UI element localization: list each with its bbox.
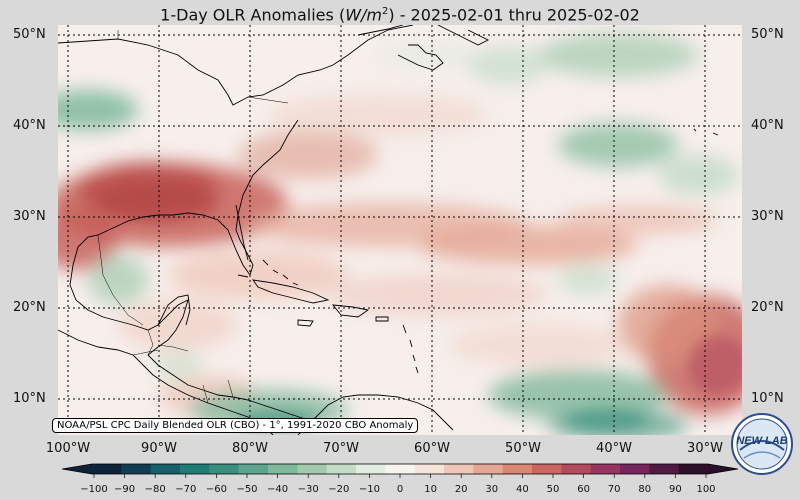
colorbar-segment [356,464,386,474]
colorbar-outline [62,463,738,475]
colorbar-segment [649,464,680,474]
colorbar-tick-label: −60 [205,484,227,495]
lat-label-40n: 40°N [13,118,46,133]
lat-label-right-20n: 20°N [751,300,784,315]
colorbar-segment [297,464,328,474]
colorbar-arrow-low [62,464,92,474]
lon-label-40w: 40°W [596,441,632,456]
map-canvas [58,25,742,435]
newlab-logo: NEW LAB [731,413,793,475]
colorbar-tick-label: 20 [454,484,468,495]
colorbar-tick-label: 70 [607,484,621,495]
colorbar-tick-label: −40 [267,484,289,495]
lon-label-30w: 30°W [687,441,723,456]
colorbar-segment [326,464,357,474]
colorbar-tick-label: 90 [669,484,682,495]
colorbar-tick-label: 80 [638,484,652,495]
colorbar-tick-label: 30 [485,484,499,495]
colorbar-tick-label: 100 [696,484,716,495]
colorbar-tick-label: 60 [577,484,590,495]
lon-label-70w: 70°W [323,441,359,456]
colorbar-segment [678,464,709,474]
lat-label-right-10n: 10°N [751,391,784,406]
colorbar-segment [238,464,269,474]
colorbar-segment [444,464,474,474]
borders [97,30,289,404]
colorbar-segment [473,464,504,474]
olr-anomaly-map [58,25,742,435]
colorbar-segment [121,464,152,474]
colorbar-segment [385,464,416,474]
colorbar-segment [92,464,122,474]
lat-label-right-50n: 50°N [751,27,784,42]
title-unit-exponent: 2 [381,6,389,17]
colorbar-segment [150,464,181,474]
colorbar-tick-label: −100 [80,484,108,495]
title-prefix: 1-Day OLR Anomalies ( [160,5,346,25]
colorbar-segment [180,464,210,474]
lat-label-right-30n: 30°N [751,209,784,224]
colorbar-tick-label: −20 [328,484,350,495]
lat-label-30n: 30°N [13,209,46,224]
gridlines [58,25,742,435]
title-suffix: ) - 2025-02-01 thru 2025-02-02 [388,5,640,25]
lon-label-100w: 100°W [45,441,91,456]
lat-label-20n: 20°N [13,300,46,315]
logo-text: NEW LAB [736,435,787,447]
title-unit: W/m [345,5,382,25]
colorbar-segment [268,464,298,474]
colorbar-segment [561,464,592,474]
colorbar-segment [414,464,445,474]
map-title: 1-Day OLR Anomalies (W/m2) - 2025-02-01 … [0,0,800,24]
colorbar-segment [209,464,240,474]
colorbar-tick-label: −10 [358,484,380,495]
lat-label-right-40n: 40°N [751,118,784,133]
lon-label-60w: 60°W [414,441,450,456]
colorbar-segment [590,464,621,474]
colorbar-segment [502,464,533,474]
colorbar-tick-label: 50 [546,484,560,495]
colorbar-arrow-high [708,464,738,474]
colorbar-tick-label: −50 [236,484,258,495]
lon-label-80w: 80°W [232,441,268,456]
source-note: NOAA/PSL CPC Daily Blended OLR (CBO) - 1… [52,418,419,433]
colorbar-tick-label: 40 [516,484,529,495]
lat-label-50n: 50°N [13,27,46,42]
lon-label-50w: 50°W [505,441,541,456]
colorbar-tick-label: 0 [396,484,404,495]
colorbar-tick-label: −80 [144,484,166,495]
colorbar-tick-label: −30 [297,484,319,495]
colorbar-segment [620,464,650,474]
colorbar-tick-label: −70 [175,484,197,495]
colorbar-tick-label: 10 [424,484,437,495]
lat-label-10n: 10°N [13,391,46,406]
colorbar [62,463,738,478]
lon-label-90w: 90°W [141,441,177,456]
colorbar-tick-label: −90 [114,484,136,495]
colorbar-segment [532,464,562,474]
